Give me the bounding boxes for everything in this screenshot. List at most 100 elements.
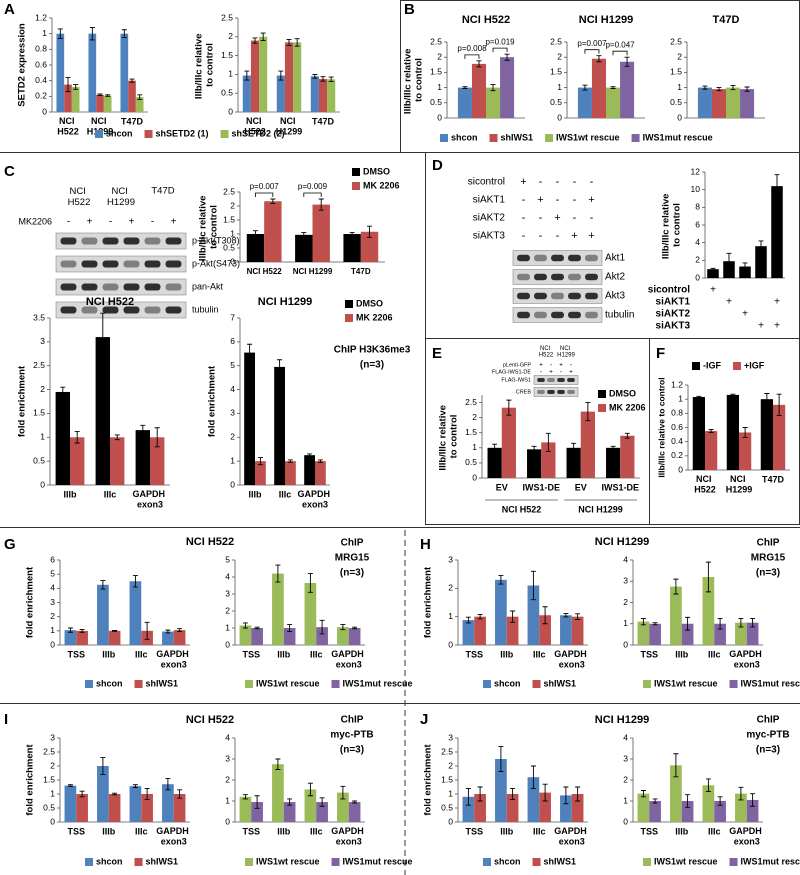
legend-label: shcon (494, 678, 521, 688)
p-value: p=0.007 (577, 39, 607, 48)
error-bar (610, 445, 616, 450)
y-tick-label: 0.5 (550, 97, 562, 107)
bar (474, 616, 486, 645)
error-bar (742, 427, 748, 438)
bar (327, 79, 336, 112)
error-bar (585, 402, 591, 422)
error-bar (530, 570, 536, 601)
y-tick-label: 2.5 (43, 746, 55, 756)
x-tick-label: EV (496, 482, 508, 492)
y-tick-label: 2 (230, 432, 235, 442)
bar (95, 337, 110, 485)
sign: - (573, 212, 577, 224)
error-bar (144, 621, 150, 640)
y-tick-label: 4 (225, 571, 230, 581)
legend-swatch (95, 130, 103, 138)
error-bar (624, 56, 630, 67)
error-bar (716, 87, 722, 92)
bar (560, 615, 572, 645)
bar (173, 630, 186, 645)
text-line: exon3 (559, 660, 585, 670)
error-bar (738, 786, 744, 801)
y-tick-label: 2.5 (441, 746, 453, 756)
y-tick-label: 1 (623, 618, 628, 628)
bar (702, 577, 715, 645)
y-tick-label: 0 (437, 112, 442, 122)
y-tick-label: 0.5 (441, 802, 453, 812)
p-bracket (612, 50, 628, 56)
y-tick-label: 1 (623, 795, 628, 805)
bar (697, 87, 712, 118)
y-tick-label: 5 (230, 360, 235, 370)
y-axis-title: fold enrichment (207, 365, 218, 437)
y-tick-label: 3 (623, 753, 628, 763)
error-bar (65, 77, 71, 93)
error-bar (705, 561, 711, 593)
legend-label: shcon (451, 132, 478, 142)
y-tick-label: 0.5 (43, 802, 55, 812)
bar (637, 621, 650, 645)
bar (110, 437, 125, 485)
sign: + (520, 176, 526, 188)
bar (591, 58, 606, 118)
band-label: p-Akt(S473) (192, 258, 240, 268)
y-tick-label: 2.5 (430, 36, 442, 46)
y-tick-label: 2 (50, 760, 55, 770)
legend-swatch (331, 680, 340, 688)
legend-swatch (352, 182, 360, 190)
note: (n=3) (340, 568, 364, 579)
y-tick-label: 1 (678, 393, 683, 403)
bar (474, 794, 486, 822)
bar (692, 397, 705, 470)
sign: + (571, 230, 577, 242)
note: (n=3) (756, 568, 780, 579)
blot-band (165, 237, 182, 245)
y-tick-label: 0 (50, 639, 55, 649)
bar (251, 628, 263, 645)
error-bar (477, 786, 483, 802)
y-tick-label: 0 (228, 106, 233, 116)
bar (64, 84, 72, 112)
band-label: Akt1 (605, 253, 625, 264)
y-tick-label: 0 (678, 464, 683, 474)
bar (108, 630, 121, 645)
error-bar (277, 359, 283, 375)
blot-band (551, 273, 564, 281)
blot-band (102, 260, 119, 268)
y-tick-label: 1 (50, 625, 55, 635)
blot-band (123, 237, 140, 245)
bar (128, 80, 136, 112)
sign: - (573, 176, 577, 188)
p-value: p=0.047 (605, 40, 635, 49)
blot-band (585, 292, 598, 300)
legend-label: shcon (96, 856, 123, 866)
error-bar (685, 616, 691, 631)
legend-label: shIWS1 (544, 856, 577, 866)
x-tick-label: TSS (640, 649, 658, 659)
legend-swatch (245, 858, 253, 866)
band-label: tubulin (192, 304, 219, 314)
legend-swatch (134, 858, 143, 866)
x-tick-label: TSS (67, 649, 85, 659)
y-tick-label: 2 (228, 31, 233, 41)
blot-band (567, 378, 575, 382)
error-bar (367, 225, 373, 238)
text-line: H522 (244, 127, 266, 137)
bar (284, 42, 294, 112)
legend-label: IWS1mut rescue (343, 856, 413, 866)
bar (506, 616, 519, 645)
y-axis-title: IIIb/IIIc relative to control (193, 31, 215, 99)
x-tick-label: IIIb (64, 489, 78, 499)
error-bar (705, 778, 711, 792)
legend-label: -IGF (703, 360, 721, 370)
bar (670, 586, 682, 645)
y-tick-label: 6 (695, 219, 700, 229)
sign: + (588, 230, 594, 242)
legend-label: IWS1wt rescue (654, 678, 718, 688)
bar (283, 628, 296, 645)
panel-frame (425, 338, 650, 525)
text-line: GAPDH (331, 826, 366, 836)
row-label: pLenti-GFP (503, 362, 531, 368)
error-bar (575, 786, 581, 802)
